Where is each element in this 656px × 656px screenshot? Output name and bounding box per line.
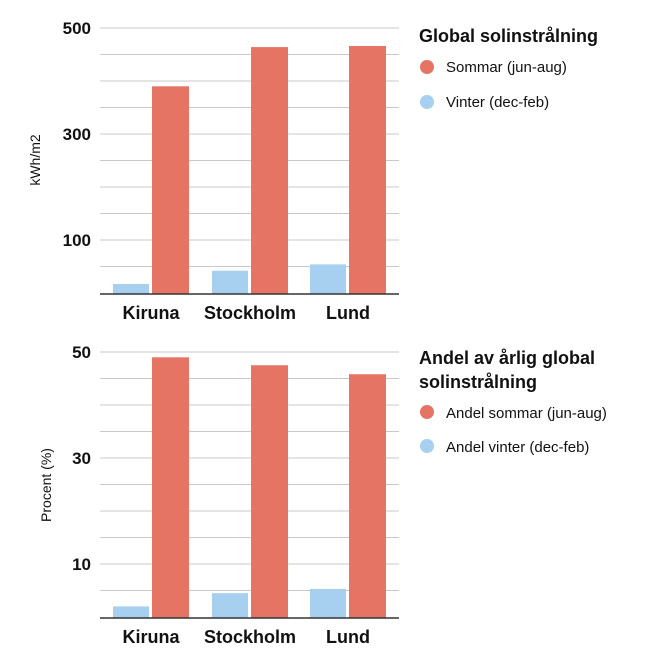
bottom-legend-summer-swatch: [420, 405, 434, 419]
bottom-legend-winter-swatch: [420, 439, 434, 453]
bar-stockholm-winter: [212, 271, 248, 294]
bottom-legend-title-line-2: solinstrålning: [419, 372, 537, 392]
bar-kiruna-winter: [113, 284, 149, 294]
bottom-y-axis-label: Procent (%): [38, 448, 54, 522]
bar-stockholm-summer: [251, 47, 288, 294]
category-label-lund: Lund: [326, 303, 370, 323]
category-label-kiruna: Kiruna: [122, 627, 180, 647]
y-tick-label: 300: [63, 125, 91, 144]
bottom-legend-summer-label: Andel sommar (jun-aug): [446, 405, 607, 422]
bar-kiruna-winter: [113, 606, 149, 618]
top-legend-title: Global solinstrålning: [419, 26, 598, 46]
bar-lund-winter: [310, 589, 346, 618]
bar-lund-winter: [310, 264, 346, 294]
category-label-stockholm: Stockholm: [204, 627, 296, 647]
top-y-tick-labels: 100 300 500: [63, 19, 91, 250]
bar-lund-summer: [349, 374, 386, 618]
bottom-category-labels: Kiruna Stockholm Lund: [122, 627, 370, 647]
y-tick-label: 30: [72, 449, 91, 468]
y-tick-label: 500: [63, 19, 91, 38]
bottom-bars: [113, 357, 386, 618]
top-category-labels: Kiruna Stockholm Lund: [122, 303, 370, 323]
chart-bottom: 10 30 50 Procent (%) Kiruna Stockholm Lund A…: [38, 343, 607, 647]
top-legend-summer-swatch: [420, 60, 434, 74]
top-legend-winter-label: Vinter (dec-feb): [446, 94, 549, 111]
bar-stockholm-winter: [212, 593, 248, 618]
bar-lund-summer: [349, 46, 386, 294]
y-tick-label: 100: [63, 231, 91, 250]
y-tick-label: 10: [72, 555, 91, 574]
category-label-stockholm: Stockholm: [204, 303, 296, 323]
bottom-legend-title-line-1: Andel av årlig global: [419, 348, 595, 368]
top-legend-summer-label: Sommar (jun-aug): [446, 59, 567, 76]
category-label-kiruna: Kiruna: [122, 303, 180, 323]
category-label-lund: Lund: [326, 627, 370, 647]
top-y-axis-label: kWh/m2: [27, 134, 43, 186]
bottom-y-tick-labels: 10 30 50: [72, 343, 91, 574]
bar-stockholm-summer: [251, 365, 288, 618]
bar-kiruna-summer: [152, 357, 189, 618]
top-bars: [113, 46, 386, 294]
bottom-legend-winter-label: Andel vinter (dec-feb): [446, 439, 589, 456]
bar-kiruna-summer: [152, 86, 189, 294]
top-legend-winter-swatch: [420, 95, 434, 109]
chart-top: 100 300 500 kWh/m2 Kiruna Stockholm Lund Glo…: [27, 19, 598, 323]
y-tick-label: 50: [72, 343, 91, 362]
